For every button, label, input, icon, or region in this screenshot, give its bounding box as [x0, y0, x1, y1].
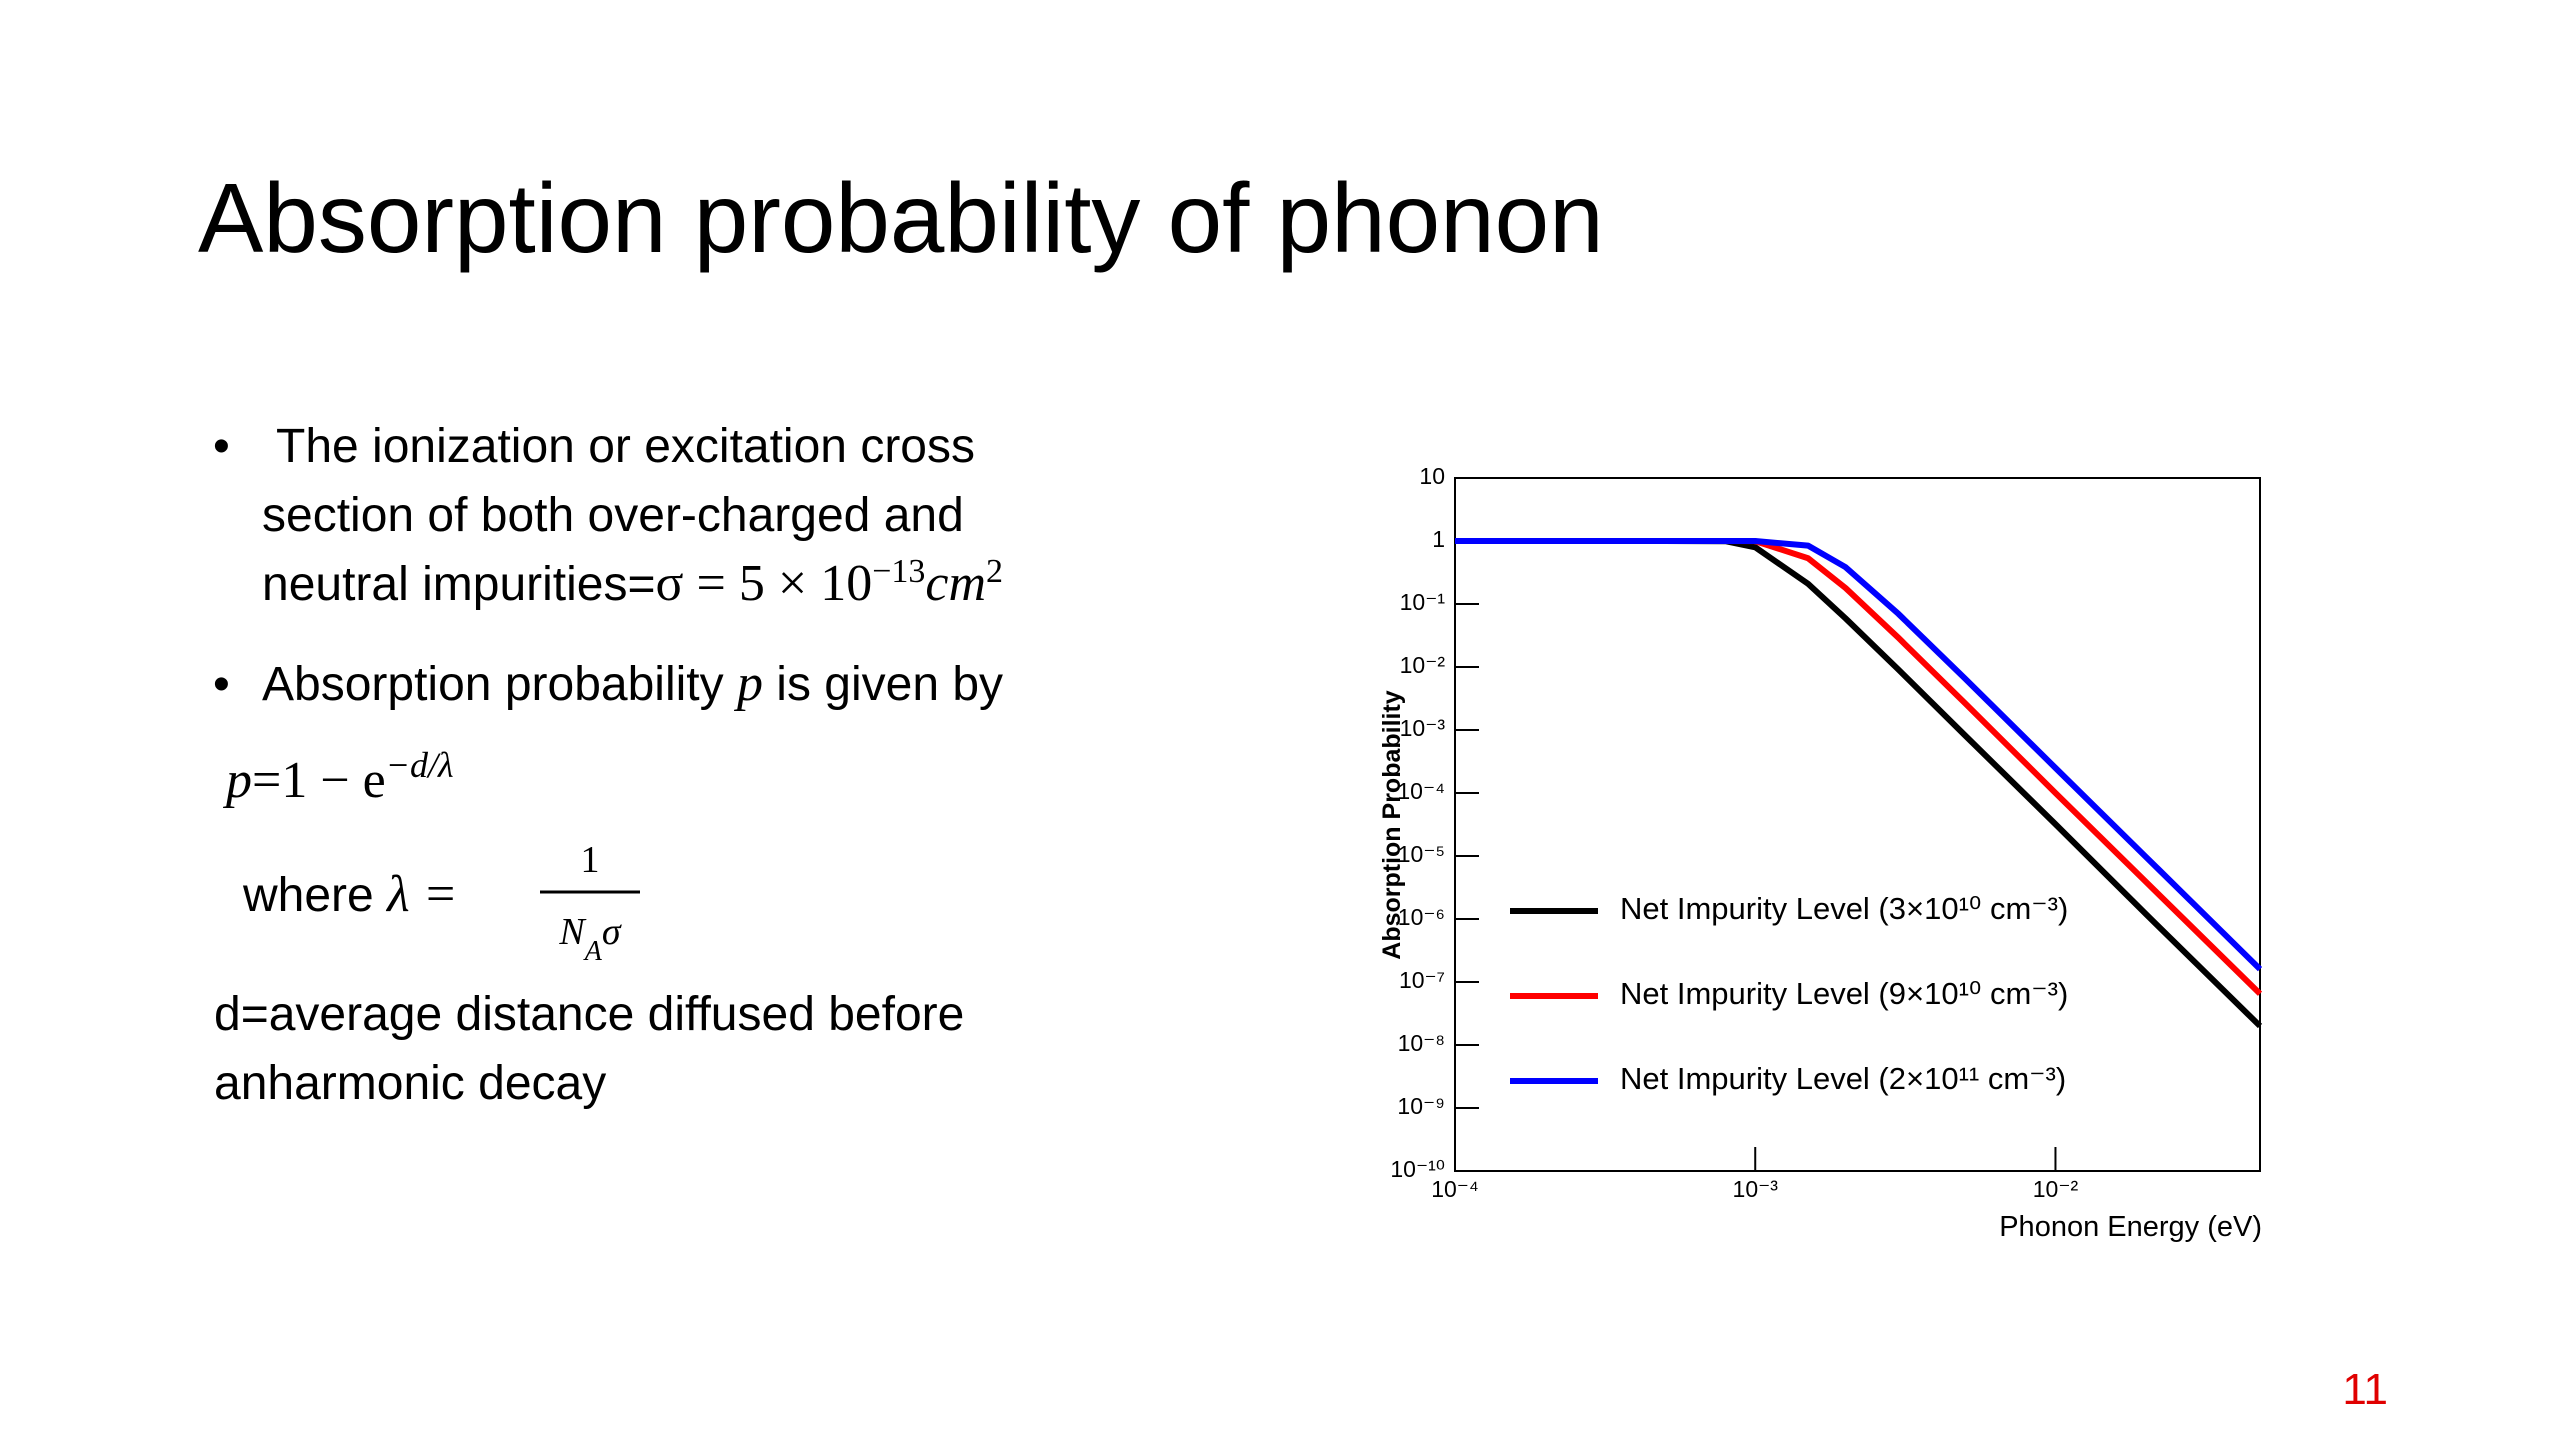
slide-title: Absorption probability of phonon: [198, 163, 1604, 273]
text: is given by: [763, 658, 1003, 711]
numerator: 1: [581, 839, 600, 881]
bullet-line: neutral impurities=σ = 5 × 10−13cm2: [262, 553, 1003, 613]
denominator: NAσ: [558, 911, 621, 967]
note-line: anharmonic decay: [214, 1057, 606, 1110]
legend-label: Net Impurity Level (2×10¹¹ cm⁻³): [1620, 1061, 2066, 1096]
where-line: where λ =: [242, 866, 458, 923]
y-tick-label: 10⁻⁴: [1397, 778, 1445, 804]
y-tick-label: 10⁻⁸: [1398, 1030, 1445, 1056]
y-tick-label: 10⁻¹⁰: [1390, 1156, 1445, 1182]
text: Absorption probability: [262, 658, 737, 711]
y-tick-label: 10⁻⁹: [1397, 1093, 1445, 1119]
y-tick-label: 10⁻²: [1400, 652, 1446, 678]
chart: Absorption Probability Phonon Energy (eV…: [1378, 463, 2263, 1243]
equation: p=1 − e−d/λ: [222, 745, 454, 809]
page-number: 11: [2342, 1365, 2388, 1414]
text: where: [242, 869, 387, 922]
math: N: [558, 911, 587, 953]
bullet-line: The ionization or excitation cross: [276, 420, 975, 473]
y-axis-label: Absorption Probability: [1378, 690, 1406, 960]
x-tick-label: 10⁻²: [2033, 1176, 2079, 1202]
exponent: −13: [872, 553, 925, 590]
series-line: [1455, 538, 2263, 972]
y-tick-label: 1: [1432, 526, 1445, 552]
y-tick-label: 10⁻⁷: [1399, 967, 1445, 993]
note-line: d=average distance diffused before: [214, 988, 964, 1041]
bullet-dot: •: [213, 420, 230, 473]
bullet-line: Absorption probability p is given by: [262, 655, 1003, 712]
y-tick-label: 10⁻⁶: [1398, 904, 1445, 930]
y-tick-label: 10: [1419, 463, 1445, 489]
plot-frame: [1454, 477, 2261, 1172]
exponent: −d/λ: [386, 745, 454, 785]
unit: cm: [925, 555, 986, 612]
math: λ =: [385, 866, 458, 923]
y-tick-label: 10⁻¹: [1400, 589, 1446, 615]
math: p: [222, 752, 252, 809]
math: =1 − e: [252, 752, 386, 809]
series-line: [1455, 538, 2263, 1029]
y-tick-label: 10⁻³: [1400, 715, 1446, 741]
x-axis-label: Phonon Energy (eV): [1999, 1211, 2262, 1243]
subscript: A: [583, 936, 603, 967]
x-tick-label: 10⁻³: [1733, 1176, 1779, 1202]
bullet-line: section of both over-charged and: [262, 489, 964, 542]
legend-label: Net Impurity Level (3×10¹⁰ cm⁻³): [1620, 891, 2068, 926]
math: σ: [602, 911, 622, 953]
x-tick-label: 10⁻⁴: [1431, 1176, 1479, 1202]
bullet-dot: •: [213, 658, 230, 711]
math: σ = 5 × 10: [656, 555, 873, 612]
text: neutral impurities=: [262, 558, 656, 611]
math: p: [733, 655, 763, 712]
exponent: 2: [986, 553, 1003, 590]
legend-label: Net Impurity Level (9×10¹⁰ cm⁻³): [1620, 976, 2068, 1011]
y-tick-label: 10⁻⁵: [1398, 841, 1445, 867]
